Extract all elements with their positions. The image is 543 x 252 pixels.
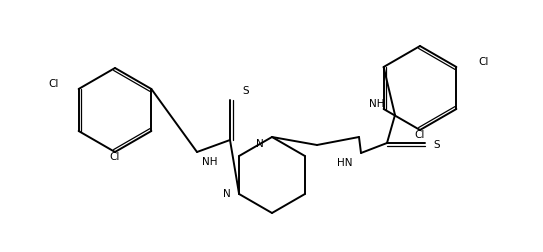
Text: N: N: [256, 139, 264, 149]
Text: Cl: Cl: [415, 130, 425, 140]
Text: N: N: [223, 189, 231, 199]
Text: NH: NH: [202, 157, 218, 167]
Text: Cl: Cl: [110, 152, 120, 162]
Text: Cl: Cl: [478, 57, 489, 67]
Text: NH: NH: [369, 99, 385, 109]
Text: HN: HN: [338, 158, 353, 168]
Text: S: S: [433, 140, 440, 150]
Text: Cl: Cl: [48, 79, 59, 89]
Text: S: S: [242, 86, 249, 96]
